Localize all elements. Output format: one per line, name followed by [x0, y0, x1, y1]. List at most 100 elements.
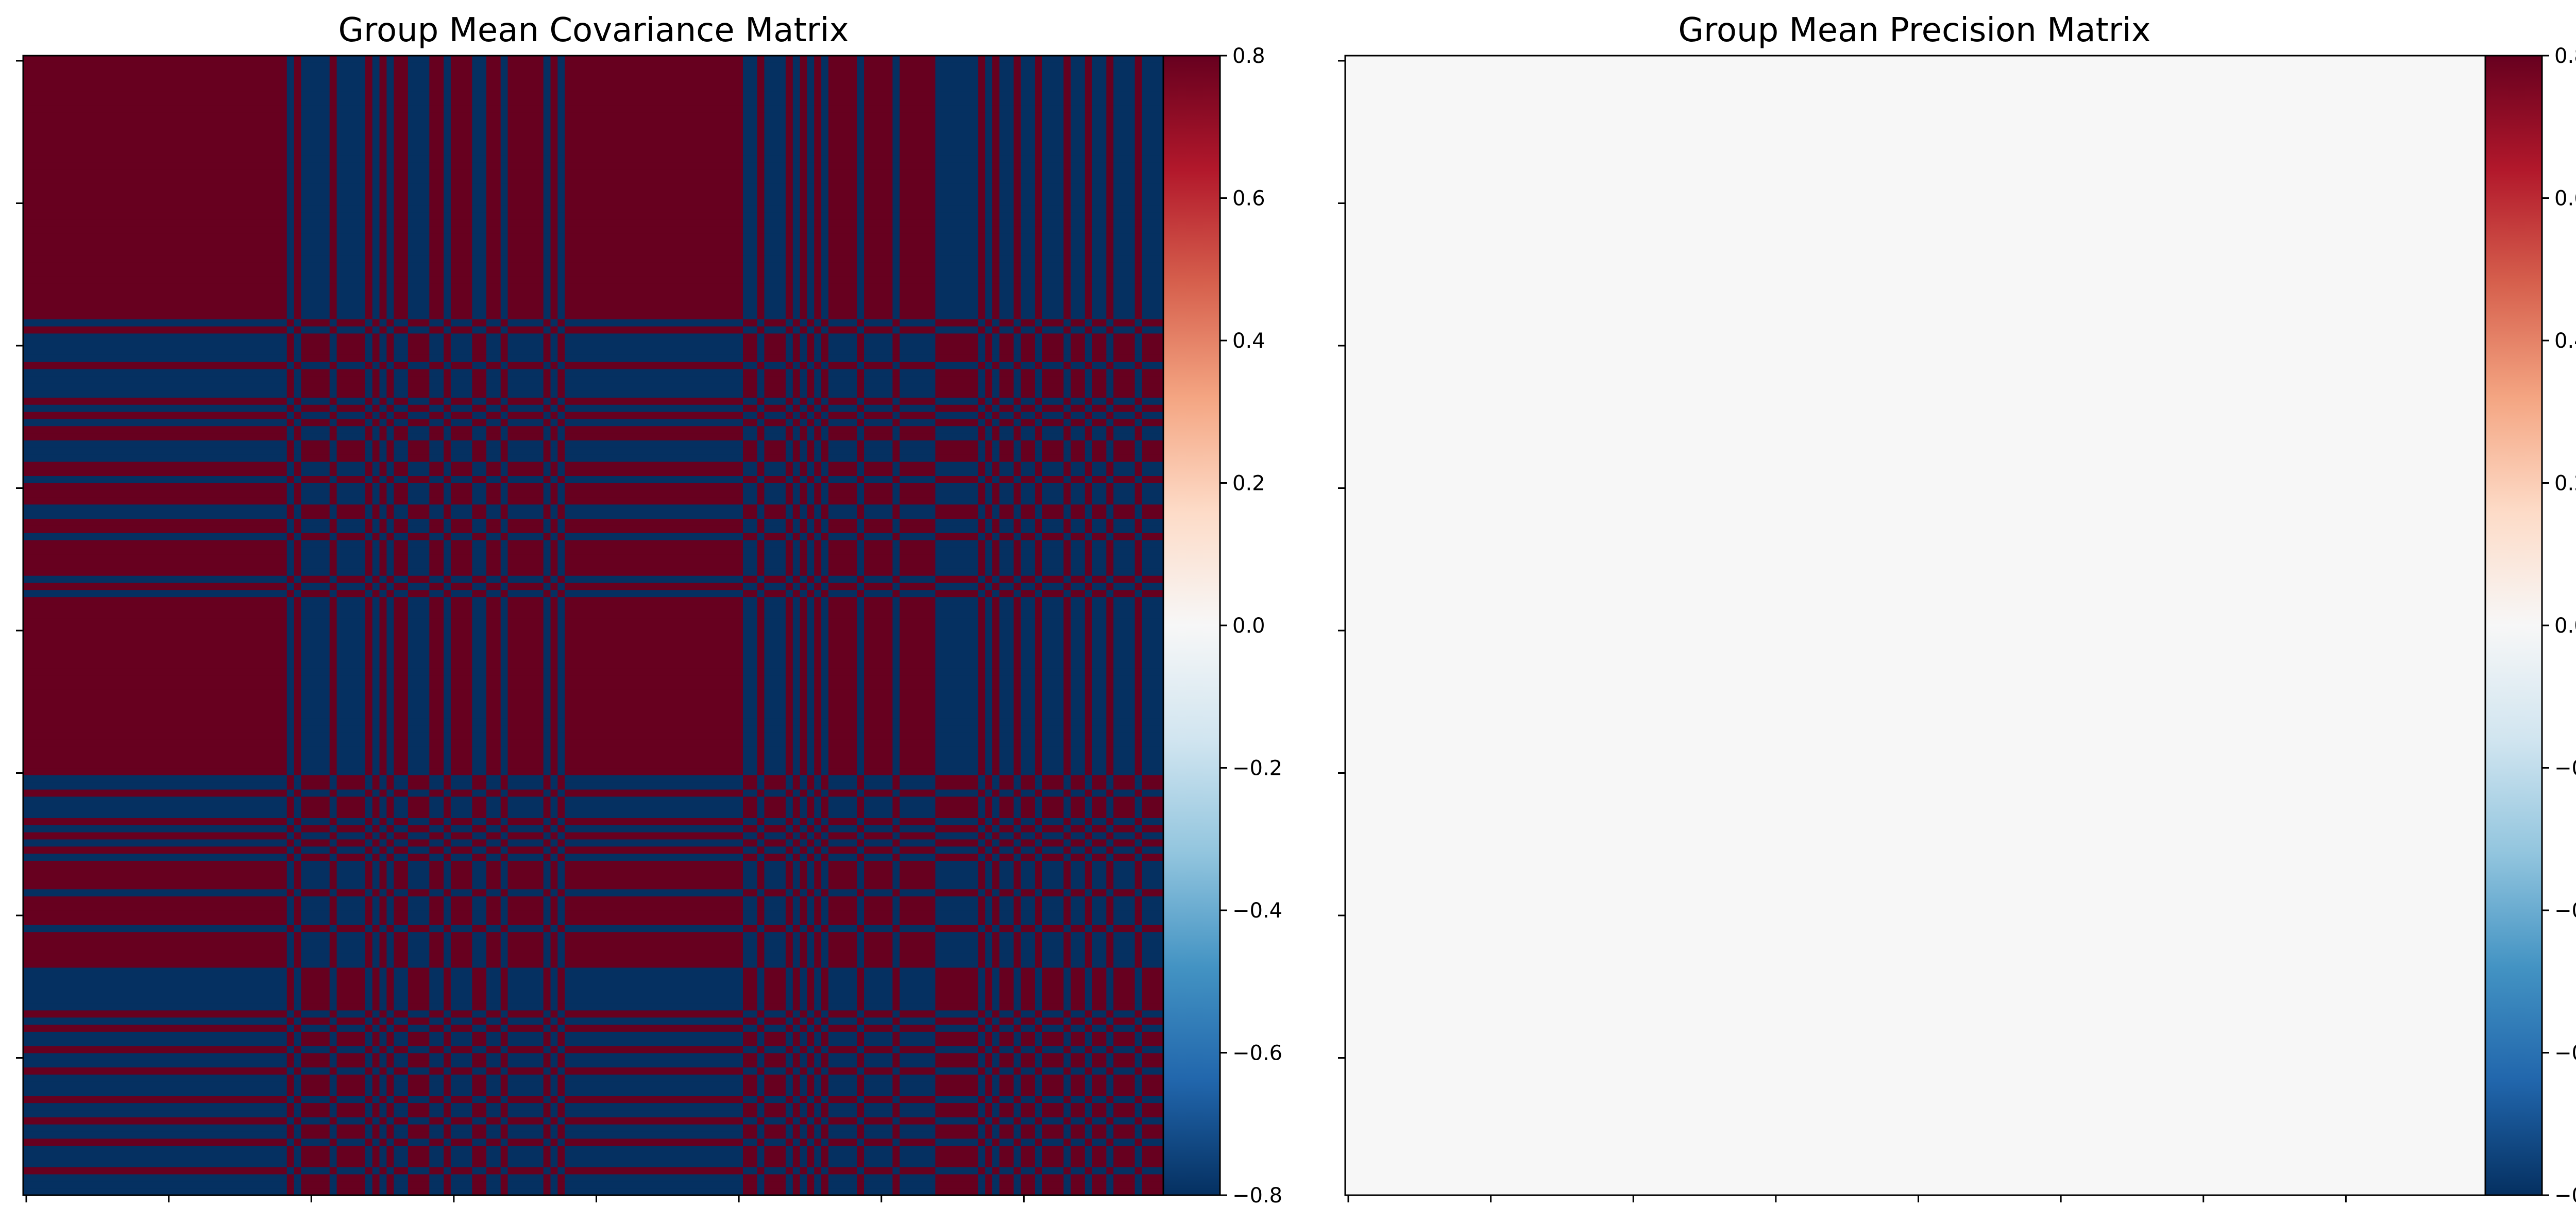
heatmap-cell-run — [1021, 433, 1036, 441]
heatmap-cell-run — [985, 241, 993, 249]
heatmap-cell-run — [935, 512, 978, 519]
heatmap-cell-run — [472, 98, 487, 106]
heatmap-cell-run — [365, 433, 373, 441]
heatmap-cell-run — [792, 490, 801, 498]
heatmap-cell-run — [800, 476, 808, 484]
heatmap-cell-run — [1142, 219, 1164, 227]
heatmap-cell-run — [1063, 668, 1071, 676]
heatmap-cell-run — [565, 120, 743, 127]
heatmap-cell-run — [336, 490, 366, 498]
heatmap-cell-run — [550, 661, 558, 669]
heatmap-cell-run — [500, 675, 509, 683]
heatmap-cell-run — [807, 462, 815, 469]
heatmap-cell-run — [565, 533, 743, 541]
heatmap-cell-run — [764, 512, 786, 519]
heatmap-cell-run — [821, 169, 829, 177]
heatmap-cell-run — [444, 547, 451, 555]
heatmap-cell-run — [1113, 668, 1136, 676]
heatmap-cell-run — [742, 105, 758, 113]
heatmap-cell-run — [543, 84, 551, 92]
heatmap-cell-run — [864, 490, 893, 498]
heatmap-cell-run — [429, 84, 444, 92]
heatmap-cell-run — [429, 155, 444, 163]
heatmap-cell-run — [1084, 112, 1093, 121]
heatmap-cell-run — [472, 590, 487, 598]
heatmap-cell-run — [550, 383, 558, 391]
heatmap-cell-run — [935, 62, 978, 71]
heatmap-cell-run — [286, 105, 295, 113]
heatmap-cell-run — [864, 704, 893, 712]
heatmap-cell-run — [892, 575, 900, 584]
heatmap-cell-run — [329, 497, 337, 505]
heatmap-cell-run — [1142, 397, 1164, 405]
heatmap-cell-run — [1021, 554, 1036, 562]
heatmap-cell-run — [408, 554, 430, 562]
heatmap-cell-run — [394, 98, 409, 106]
heatmap-cell-run — [429, 62, 444, 71]
heatmap-cell-run — [978, 454, 986, 462]
heatmap-cell-run — [543, 583, 551, 590]
heatmap-cell-run — [821, 675, 829, 683]
heatmap-cell-run — [329, 98, 337, 106]
heatmap-cell-run — [1035, 640, 1043, 648]
heatmap-cell-run — [1042, 198, 1064, 206]
heatmap-cell-run — [444, 191, 451, 199]
heatmap-cell-run — [386, 597, 394, 605]
heatmap-cell-run — [814, 618, 822, 626]
heatmap-cell-run — [1042, 383, 1064, 391]
heatmap-cell-run — [294, 404, 302, 413]
heatmap-cell-run — [472, 419, 487, 427]
heatmap-cell-run — [785, 120, 793, 127]
heatmap-cell-run — [857, 205, 865, 213]
heatmap-cell-run — [329, 540, 337, 548]
heatmap-cell-run — [450, 376, 472, 384]
heatmap-cell-run — [1084, 319, 1093, 327]
heatmap-cell-run — [1063, 305, 1071, 313]
heatmap-cell-run — [1142, 298, 1164, 305]
heatmap-cell-run — [1106, 675, 1114, 683]
heatmap-cell-run — [500, 276, 509, 284]
heatmap-cell-run — [1092, 547, 1107, 555]
heatmap-cell-run — [757, 362, 765, 370]
heatmap-cell-run — [978, 70, 986, 78]
heatmap-cell-run — [978, 397, 986, 405]
heatmap-cell-run — [286, 241, 295, 249]
heatmap-cell-run — [814, 383, 822, 391]
heatmap-cell-run — [1092, 683, 1107, 690]
heatmap-cell-run — [550, 212, 558, 220]
heatmap-cell-run — [999, 348, 1014, 355]
heatmap-cell-run — [294, 127, 302, 134]
heatmap-cell-run — [900, 611, 936, 619]
heatmap-cell-run — [864, 291, 893, 298]
heatmap-cell-run — [992, 84, 1000, 92]
heatmap-cell-run — [429, 205, 444, 213]
heatmap-cell-run — [1013, 397, 1021, 405]
heatmap-cell-run — [1021, 120, 1036, 127]
heatmap-cell-run — [450, 56, 472, 63]
heatmap-cell-run — [450, 611, 472, 619]
heatmap-cell-run — [792, 262, 801, 270]
covariance-title: Group Mean Covariance Matrix — [338, 11, 849, 49]
heatmap-cell-run — [1134, 212, 1143, 220]
heatmap-cell-run — [379, 668, 387, 676]
heatmap-cell-run — [557, 533, 565, 541]
heatmap-cell-run — [557, 512, 565, 519]
heatmap-cell-run — [543, 169, 551, 177]
heatmap-cell-run — [1035, 433, 1043, 441]
heatmap-cell-run — [1035, 447, 1043, 455]
heatmap-cell-run — [978, 148, 986, 156]
heatmap-cell-run — [286, 618, 295, 626]
heatmap-cell-run — [500, 640, 509, 648]
heatmap-cell-run — [386, 383, 394, 391]
heatmap-cell-run — [444, 483, 451, 491]
heatmap-cell-run — [365, 454, 373, 462]
heatmap-cell-run — [857, 590, 865, 598]
heatmap-cell-run — [1071, 476, 1086, 484]
heatmap-cell-run — [329, 162, 337, 170]
heatmap-cell-run — [301, 440, 330, 448]
heatmap-cell-run — [742, 590, 758, 598]
heatmap-cell-run — [286, 219, 295, 227]
heatmap-cell-run — [792, 497, 801, 505]
heatmap-cell-run — [1013, 348, 1021, 355]
heatmap-cell-run — [1013, 625, 1021, 633]
